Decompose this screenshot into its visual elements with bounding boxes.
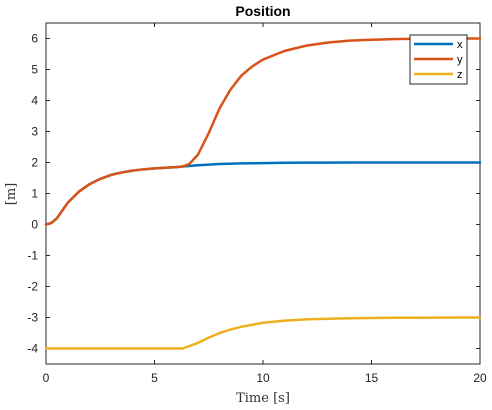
chart-legend: xyz <box>409 34 468 85</box>
y-tick-label: 0 <box>31 218 38 232</box>
series-line-y <box>44 37 482 226</box>
legend-label-y: y <box>457 54 463 66</box>
x-tick-label: 5 <box>151 371 158 385</box>
series-line-z <box>44 316 482 350</box>
y-tick-label: 5 <box>31 63 38 77</box>
x-tick-label: 0 <box>43 371 50 385</box>
x-tick-label: 20 <box>473 371 487 385</box>
y-tick-label: -4 <box>27 342 38 356</box>
y-tick-label: -2 <box>27 280 38 294</box>
series-line-x <box>44 161 482 226</box>
y-tick-label: -3 <box>27 311 38 325</box>
y-tick-label: 1 <box>31 187 38 201</box>
y-tick-label: 4 <box>31 94 38 108</box>
y-tick-label: 6 <box>31 32 38 46</box>
chart-title: Position <box>235 3 290 19</box>
y-tick-label: -1 <box>27 249 38 263</box>
x-axis-label: Time [s] <box>236 391 290 406</box>
axes-ticks: 0 5 10 15 20 -4 -3 -2 -1 0 1 2 3 4 5 6 <box>27 23 487 385</box>
y-axis-label: [m] <box>4 183 19 205</box>
y-tick-label: 2 <box>31 156 38 170</box>
y-tick-label: 3 <box>31 125 38 139</box>
x-tick-label: 10 <box>256 371 270 385</box>
legend-label-x: x <box>457 39 463 51</box>
series-lines <box>44 37 482 350</box>
legend-label-z: z <box>457 69 463 81</box>
legend-items: xyz <box>414 39 463 81</box>
x-tick-label: 15 <box>365 371 379 385</box>
